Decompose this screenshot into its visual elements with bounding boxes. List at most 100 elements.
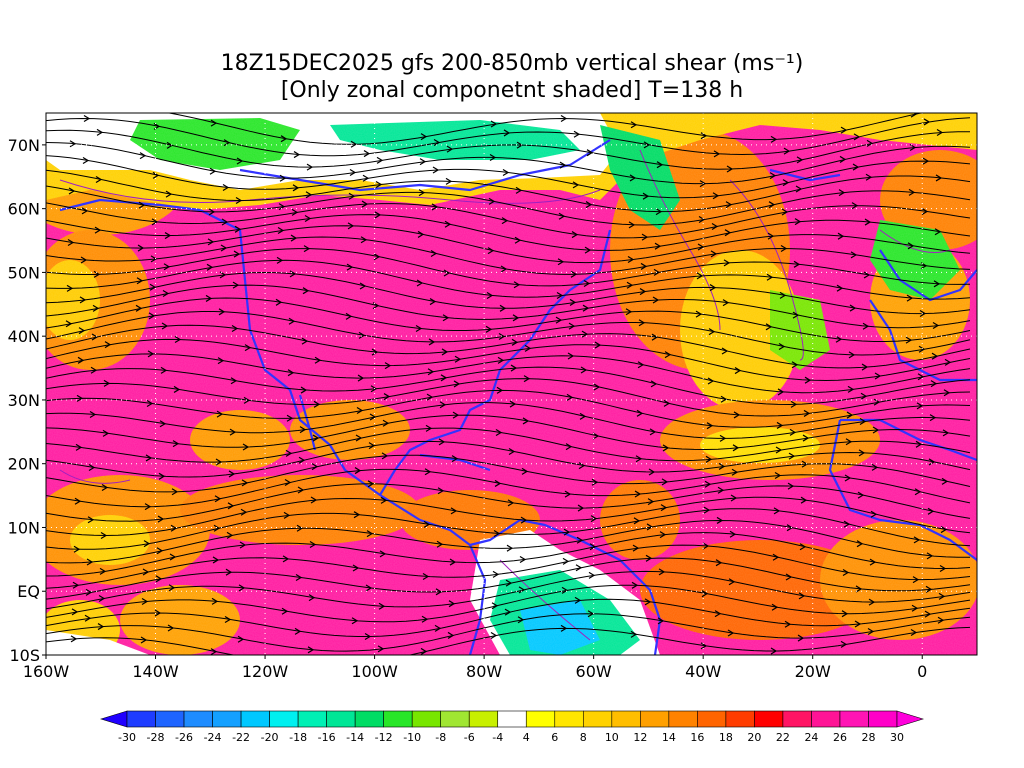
streamline-arrow (297, 486, 305, 494)
streamline-arrow (589, 543, 597, 551)
streamline-arrow (296, 524, 304, 532)
streamline-arrow (936, 128, 944, 137)
streamline-arrow (906, 294, 914, 302)
streamline (46, 613, 971, 652)
streamline-arrow (485, 325, 493, 333)
colorbar-label: -4 (492, 731, 503, 744)
streamline-arrow (443, 269, 451, 277)
streamline-arrow (785, 573, 793, 581)
streamline (46, 427, 971, 463)
streamline-arrow (145, 454, 153, 462)
streamline-arrow (283, 511, 291, 519)
colorbar-swatch (240, 710, 270, 728)
colorbar-swatch (725, 710, 755, 728)
streamline-arrow (870, 510, 878, 518)
streamline-arrow (88, 463, 96, 472)
streamline-arrow (275, 298, 283, 306)
streamline-arrow (435, 588, 443, 596)
streamline-arrow (488, 197, 496, 205)
streamline-arrow (863, 271, 871, 279)
streamline-arrow (510, 364, 518, 372)
streamline-arrow (314, 356, 322, 364)
streamline (46, 378, 971, 417)
streamline-arrow (351, 617, 359, 625)
streamline-arrow (840, 126, 848, 134)
streamline-arrow (505, 579, 513, 587)
streamline-arrow (513, 281, 521, 289)
streamline-arrow (304, 214, 312, 222)
streamline-arrow (873, 398, 881, 406)
streamline (46, 324, 971, 369)
streamline-arrow (926, 552, 934, 560)
streamline-arrow (448, 600, 456, 608)
streamline-arrow (697, 243, 705, 251)
colorbar-label: 14 (662, 731, 676, 744)
streamline-arrow (642, 192, 650, 200)
streamline-arrow (233, 250, 241, 258)
streamline-arrow (141, 113, 142, 114)
streamline-arrow (436, 540, 444, 548)
lat-tick-label: 30N (8, 391, 40, 410)
streamline-arrow (631, 581, 639, 589)
colorbar-label: -10 (403, 731, 421, 744)
streamline-arrow (733, 411, 741, 419)
streamline (46, 584, 971, 623)
streamline-arrow (702, 542, 710, 550)
streamline-arrow (563, 528, 571, 536)
streamline-arrow (217, 357, 225, 365)
streamline-arrow (71, 105, 76, 111)
lon-tick-label: 140W (132, 662, 179, 681)
streamline-arrow (369, 413, 377, 421)
streamline-arrow (837, 232, 845, 240)
streamline-arrow (237, 635, 245, 643)
streamline-arrow (732, 444, 740, 452)
streamline-arrow (846, 411, 854, 419)
colorbar-swatch (269, 710, 299, 728)
streamline-arrow (646, 523, 654, 531)
streamline-arrow (560, 115, 568, 123)
streamline (46, 185, 971, 226)
streamline-arrow (140, 636, 148, 644)
streamline-arrow (421, 615, 429, 623)
streamline-arrow (518, 586, 526, 594)
streamline-arrow (654, 242, 662, 250)
colorbar-label: 6 (551, 731, 558, 744)
streamline-arrow (730, 494, 738, 502)
colorbar-label: -12 (375, 731, 393, 744)
lat-tick-label: EQ (17, 582, 40, 601)
streamline-arrow (371, 348, 379, 356)
streamline-arrow (872, 426, 880, 434)
colorbar-swatch (354, 710, 384, 728)
streamline-arrow (716, 516, 724, 524)
streamline-arrow (645, 554, 653, 562)
streamline-arrow (874, 372, 882, 380)
colorbar-swatch (155, 710, 185, 728)
streamline-arrow (798, 592, 806, 600)
streamline-arrow (638, 319, 646, 327)
streamline-arrow (290, 234, 298, 242)
streamline-arrow (626, 281, 634, 289)
streamline-arrow (571, 231, 579, 239)
streamline-arrow (838, 189, 846, 197)
streamline-arrow (446, 145, 454, 153)
streamline-arrow (159, 420, 167, 428)
streamline-arrow (68, 187, 76, 195)
streamline-arrow (143, 540, 151, 548)
streamline-arrow (445, 177, 453, 185)
colorbar-label: -8 (435, 731, 446, 744)
streamline-arrow (225, 568, 233, 576)
streamline (46, 297, 971, 342)
streamline-arrow (242, 443, 250, 451)
streamline-arrow (664, 351, 672, 359)
streamline-arrow (839, 155, 847, 163)
streamline-arrow (726, 165, 734, 173)
streamline-arrow (925, 585, 933, 593)
streamline-arrow (661, 478, 669, 486)
streamline (46, 519, 970, 564)
streamline-arrow (495, 428, 503, 437)
colorbar-swatch (640, 710, 670, 728)
streamline-arrow (593, 383, 601, 391)
streamline-arrow (280, 135, 288, 143)
streamline-arrow (504, 608, 512, 616)
streamline-arrow (78, 327, 86, 335)
